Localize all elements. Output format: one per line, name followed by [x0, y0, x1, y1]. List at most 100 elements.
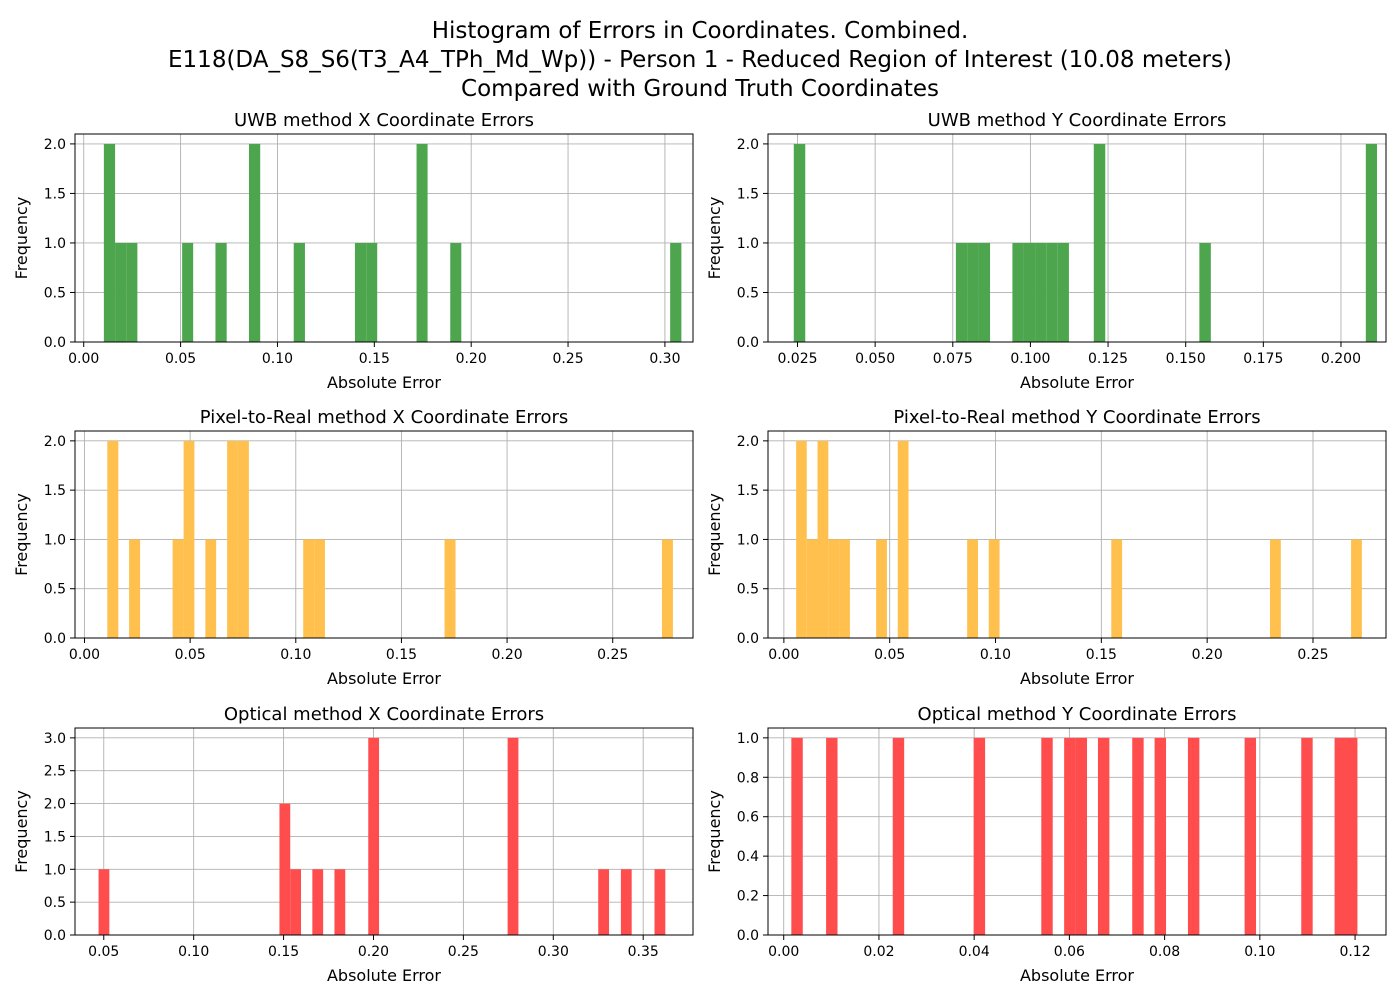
histogram-panel: 0.00 0.05 0.10 0.15 0.20 0.25 0.30 0.0 0.5 1.0 1.5…	[12, 110, 694, 392]
histogram-bar	[955, 242, 968, 342]
plot-frame	[74, 133, 694, 343]
x-tick-label: 0.15	[386, 647, 417, 663]
x-tick-label: 0.10	[262, 351, 293, 367]
y-tick-label: 0.5	[737, 285, 759, 301]
histogram-bar	[1093, 143, 1106, 342]
figure-title-line-1: Histogram of Errors in Coordinates. Comb…	[432, 18, 969, 44]
panel-title: UWB method X Coordinate Errors	[234, 110, 534, 131]
histogram-bar	[670, 242, 682, 342]
panel-title: Pixel-to-Real method Y Coordinate Errors	[893, 407, 1260, 428]
histogram-bar	[314, 539, 325, 638]
histogram-bar	[839, 539, 850, 638]
histogram-bar	[312, 869, 324, 935]
histogram-bar	[450, 242, 462, 342]
y-tick-label: 0.5	[44, 285, 66, 301]
histogram-bar	[1199, 242, 1211, 342]
x-tick-label: 0.05	[165, 351, 196, 367]
x-axis-label: Absolute Error	[327, 669, 441, 688]
histogram-bar	[654, 869, 666, 935]
y-tick-label: 3.0	[44, 731, 66, 747]
histogram-bar	[444, 539, 456, 638]
histogram-bar	[897, 440, 909, 638]
histogram-bar	[978, 242, 991, 342]
histogram-bar	[107, 440, 119, 638]
plot-frame	[767, 727, 1387, 936]
histogram-bar	[1111, 539, 1123, 638]
histogram-panel: 0.025 0.050 0.075 0.100 0.125 0.150 0.175 0.200…	[705, 110, 1387, 392]
histogram-bar	[354, 242, 367, 342]
histogram-bar	[828, 539, 840, 638]
x-tick-label: 0.20	[358, 944, 389, 960]
histogram-bar	[967, 539, 978, 638]
panel-title: Optical method X Coordinate Errors	[224, 704, 544, 725]
x-tick-label: 0.15	[268, 944, 299, 960]
histogram-bar	[303, 539, 315, 638]
y-tick-label: 0.0	[44, 631, 66, 647]
histogram-bar	[1270, 539, 1281, 638]
histogram-panel: 0.00 0.02 0.04 0.06 0.08 0.10 0.12 0.0 0.2 0.4 0.6…	[705, 704, 1387, 985]
x-tick-label: 0.075	[933, 351, 973, 367]
x-tick-label: 0.35	[628, 944, 659, 960]
histogram-bar	[1097, 737, 1110, 935]
x-tick-label: 0.00	[768, 647, 799, 663]
x-tick-label: 0.25	[552, 351, 583, 367]
y-tick-label: 2.0	[737, 137, 759, 153]
y-tick-label: 2.0	[44, 137, 66, 153]
x-axis-label: Absolute Error	[1020, 966, 1134, 985]
x-tick-label: 0.15	[359, 351, 390, 367]
x-tick-label: 0.025	[777, 351, 817, 367]
histogram-bar	[293, 242, 305, 342]
histogram-bar	[1301, 737, 1313, 935]
y-tick-label: 2.0	[44, 434, 66, 450]
panel-title: Optical method Y Coordinate Errors	[918, 704, 1237, 725]
x-tick-label: 0.30	[649, 351, 680, 367]
histogram-bar	[115, 242, 127, 342]
histogram-panel: 0.00 0.05 0.10 0.15 0.20 0.25 0.0 0.5 1.0 1.5 2.0 P…	[705, 407, 1387, 688]
y-tick-label: 1.0	[737, 532, 759, 548]
y-tick-label: 0.2	[737, 889, 759, 905]
histogram-bar	[1244, 737, 1257, 935]
histogram-bar	[620, 869, 632, 935]
histogram-bar	[507, 737, 519, 935]
histogram-bar	[1041, 737, 1053, 935]
x-tick-label: 0.10	[980, 647, 1011, 663]
x-tick-label: 0.30	[538, 944, 569, 960]
x-axis-label: Absolute Error	[327, 966, 441, 985]
histogram-bar	[290, 869, 302, 935]
x-tick-label: 0.00	[68, 351, 99, 367]
x-tick-label: 0.00	[768, 944, 799, 960]
histogram-panel: 0.00 0.05 0.10 0.15 0.20 0.25 0.0 0.5 1.0 1.5 2.0 P…	[12, 407, 694, 688]
histogram-bar	[967, 242, 979, 342]
plot-frame	[74, 727, 694, 936]
y-axis-label: Frequency	[12, 790, 31, 873]
y-tick-label: 1.5	[737, 186, 759, 202]
x-tick-label: 0.00	[69, 647, 100, 663]
histogram-bar	[1351, 539, 1362, 638]
plot-frame	[74, 430, 694, 639]
histogram-bar	[129, 539, 141, 638]
histogram-bar	[661, 539, 673, 638]
histogram-bar	[416, 143, 428, 342]
histogram-bar	[237, 440, 249, 638]
x-tick-label: 0.125	[1088, 351, 1128, 367]
y-tick-label: 1.0	[44, 236, 66, 252]
x-tick-label: 0.08	[1149, 944, 1180, 960]
histogram-bar	[98, 869, 110, 935]
histogram-bar	[791, 737, 803, 935]
y-tick-label: 0.0	[44, 928, 66, 944]
histogram-bar	[793, 143, 806, 342]
x-tick-label: 0.20	[1192, 647, 1223, 663]
y-tick-label: 1.5	[44, 186, 66, 202]
x-tick-label: 0.200	[1321, 351, 1361, 367]
y-tick-label: 0.0	[737, 928, 759, 944]
x-tick-label: 0.20	[456, 351, 487, 367]
figure-title-line-3: Compared with Ground Truth Coordinates	[461, 76, 939, 102]
histogram-bar	[988, 539, 1000, 638]
x-tick-label: 0.04	[959, 944, 990, 960]
histogram-bar	[1012, 242, 1024, 342]
histogram-bar	[598, 869, 610, 935]
y-tick-label: 0.5	[44, 582, 66, 598]
histogram-bar	[183, 440, 195, 638]
histogram-bar	[182, 242, 194, 342]
x-tick-label: 0.05	[175, 647, 206, 663]
